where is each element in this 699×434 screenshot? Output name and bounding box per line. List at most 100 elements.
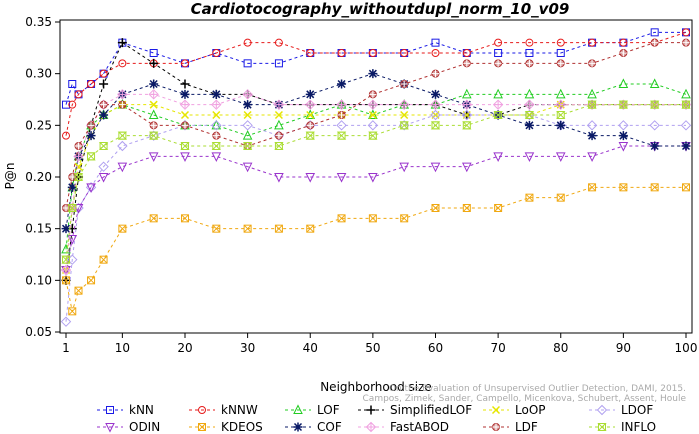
legend-marker-knn <box>106 406 114 414</box>
data-point-cof <box>61 224 71 234</box>
data-point-ldf <box>556 59 565 68</box>
data-point-kdeos <box>368 214 377 223</box>
data-point-inflo <box>67 204 77 212</box>
data-point-odin <box>67 235 78 245</box>
data-point-knn <box>525 49 534 57</box>
data-point-knn <box>68 80 77 88</box>
legend-marker-inflo <box>597 423 607 431</box>
data-point-knn <box>149 49 158 57</box>
citation-line-2: Campos, Zimek, Sander, Campello, Micenko… <box>363 394 687 404</box>
x-axis: 1 10 20 30 40 50 60 70 80 90 100 <box>62 333 697 355</box>
data-point-inflo <box>180 142 190 150</box>
data-point-ldf <box>400 80 409 88</box>
data-point-cof <box>587 131 597 141</box>
data-point-ldf <box>274 131 283 140</box>
data-point-simplifiedlof <box>180 79 190 89</box>
data-point-inflo <box>98 142 109 150</box>
data-point-inflo <box>211 142 222 150</box>
series-ldof <box>60 109 692 327</box>
data-point-odin <box>618 142 629 152</box>
data-point-ldf <box>180 121 189 130</box>
data-point-odin <box>117 162 128 173</box>
data-point-knnw <box>99 69 108 78</box>
data-point-fastabod <box>273 99 285 110</box>
data-point-fastabod <box>60 264 72 276</box>
data-point-odin <box>242 162 253 173</box>
data-point-odin <box>86 183 96 193</box>
y-axis-label: P@n <box>3 163 17 190</box>
data-point-ldof <box>336 120 347 131</box>
data-point-inflo <box>148 131 159 140</box>
data-point-inflo <box>73 173 84 181</box>
x-tick-label: 10 <box>115 341 130 355</box>
legend-label: COF <box>317 420 342 434</box>
data-point-cof <box>368 69 378 79</box>
data-point-cof <box>86 131 96 141</box>
data-point-knn <box>274 59 283 68</box>
data-point-ldof <box>586 120 598 131</box>
y-tick-label: 0.30 <box>25 67 52 81</box>
data-point-lof <box>587 88 597 99</box>
data-point-inflo <box>524 111 535 119</box>
legend-label: SimplifiedLOF <box>390 403 472 417</box>
data-point-knnw <box>274 38 283 47</box>
series-line-cof <box>65 73 686 229</box>
data-point-fastabod <box>73 151 84 162</box>
data-point-lof <box>148 109 159 119</box>
data-point-knnw <box>74 90 83 99</box>
legend-item-inflo: INFLO <box>589 420 656 434</box>
data-point-ldf <box>682 38 690 47</box>
legend-marker-ldf <box>492 423 500 431</box>
data-point-fastabod <box>336 99 347 110</box>
data-point-ldof <box>367 120 379 131</box>
data-point-knn <box>494 49 503 57</box>
series-line-inflo <box>65 104 686 260</box>
data-point-ldf <box>368 90 377 99</box>
series-line-odin <box>65 145 686 271</box>
data-point-loop <box>274 110 283 120</box>
data-point-fastabod <box>430 99 441 110</box>
data-point-fastabod <box>242 89 253 100</box>
legend-item-fastabod: FastABOD <box>358 420 449 434</box>
data-point-loop <box>149 100 158 109</box>
data-point-cof <box>243 100 253 110</box>
data-point-kdeos <box>337 214 346 223</box>
data-point-kdeos <box>180 214 189 223</box>
data-point-kdeos <box>87 276 96 285</box>
data-point-cof <box>556 120 566 130</box>
data-point-inflo <box>649 100 660 109</box>
data-point-odin <box>336 173 347 183</box>
legend-label: LDF <box>515 420 538 434</box>
data-point-ldf <box>68 173 77 181</box>
data-point-ldof <box>680 120 692 131</box>
data-point-lof <box>555 88 566 99</box>
legend-marker-loop <box>491 405 501 415</box>
data-point-kdeos <box>556 193 565 202</box>
chart-title: Cardiotocography_withoutdupl_norm_10_v09 <box>191 0 570 18</box>
legend-item-kdeos: KDEOS <box>189 420 263 434</box>
legend-item-ldof: LDOF <box>589 403 653 417</box>
data-point-odin <box>430 162 441 173</box>
data-point-fastabod <box>179 99 191 110</box>
data-point-ldf <box>619 49 628 57</box>
data-point-kdeos <box>650 183 659 192</box>
x-tick-label: 1 <box>62 341 70 355</box>
data-point-ldf <box>650 38 659 47</box>
legend-label: INFLO <box>621 420 656 434</box>
data-point-inflo <box>336 131 347 140</box>
series-line-kdeos <box>65 186 686 312</box>
data-point-inflo <box>556 111 566 119</box>
data-point-lof <box>274 119 284 130</box>
data-point-knn <box>556 49 565 57</box>
data-point-knn <box>62 100 70 109</box>
data-point-inflo <box>618 100 629 109</box>
legend-label: LoOP <box>515 403 546 417</box>
legend-label: kNNW <box>221 403 258 417</box>
data-point-knnw <box>556 38 565 47</box>
y-tick-label: 0.05 <box>25 325 52 339</box>
data-point-fastabod <box>555 99 566 110</box>
series-line-simplifiedlof <box>65 41 686 281</box>
series-line-ldof <box>65 114 686 322</box>
data-point-inflo <box>462 121 472 130</box>
